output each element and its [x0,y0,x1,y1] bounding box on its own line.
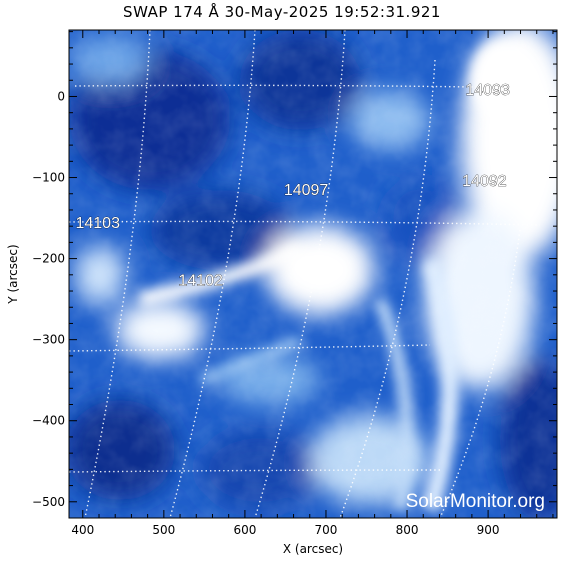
y-tick-label: −100 [32,171,65,185]
x-tick-label: 600 [233,523,256,537]
plot-frame [68,29,558,519]
x-tick-label: 800 [396,523,419,537]
x-axis-label: X (arcsec) [283,542,343,556]
active-region-label: 14103 [75,215,120,232]
active-region-labels: 14093 14092 14097 14103 14102 [75,82,510,290]
active-region-label: 14093 [465,82,510,99]
solarmonitor-watermark: SolarMonitor.org [406,491,545,512]
x-tick-label: 900 [477,523,500,537]
y-tick-label: −500 [32,495,65,509]
y-tick-label: −300 [32,333,65,347]
x-tick-label: 700 [315,523,338,537]
x-tick-label: 400 [71,523,94,537]
y-axis-label: Y (arcsec) [6,244,20,304]
x-tick-label: 500 [152,523,175,537]
active-region-label: 14097 [284,182,329,199]
active-region-label: 14102 [178,273,223,290]
map-title: SWAP 174 Å 30-May-2025 19:52:31.921 [123,3,441,21]
axis-ticks: 400 500 600 700 800 900 0 −100 −200 −300 −400 −500 [32,30,557,537]
euv-image [69,30,557,518]
y-tick-label: 0 [57,89,65,103]
y-tick-label: −400 [32,414,65,428]
y-tick-label: −200 [32,252,65,266]
active-region-label: 14092 [462,173,507,190]
heliographic-grid [69,30,541,518]
